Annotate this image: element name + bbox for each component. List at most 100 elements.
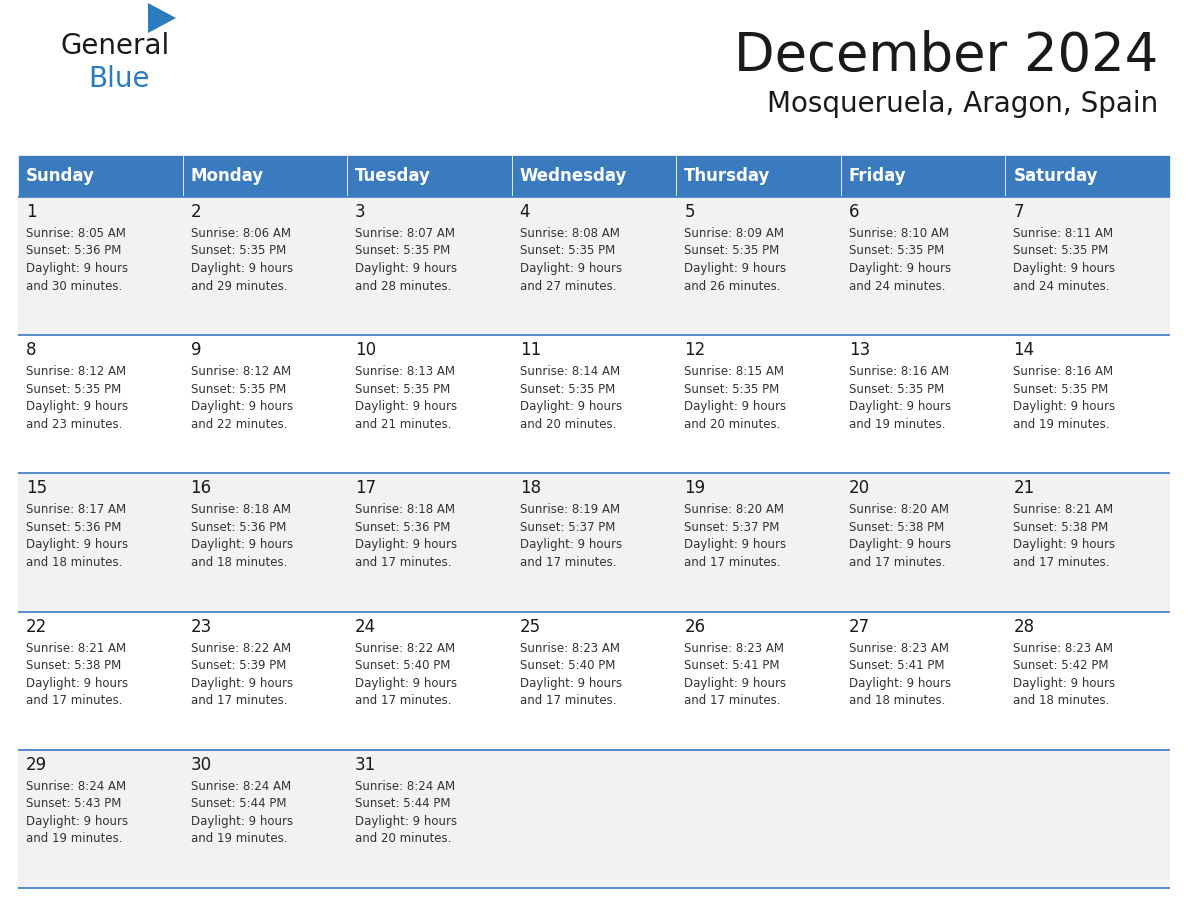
Bar <box>1005 750 1170 888</box>
Bar <box>183 611 347 750</box>
Text: Sunday: Sunday <box>26 167 95 185</box>
Text: Sunset: 5:35 PM: Sunset: 5:35 PM <box>1013 244 1108 258</box>
Bar <box>347 335 512 474</box>
Text: 16: 16 <box>190 479 211 498</box>
Text: Sunset: 5:36 PM: Sunset: 5:36 PM <box>26 244 121 258</box>
Text: 3: 3 <box>355 203 366 221</box>
Text: Daylight: 9 hours: Daylight: 9 hours <box>355 262 457 275</box>
Text: and 22 minutes.: and 22 minutes. <box>190 418 287 431</box>
Text: and 20 minutes.: and 20 minutes. <box>519 418 617 431</box>
Bar <box>512 611 676 750</box>
Text: Daylight: 9 hours: Daylight: 9 hours <box>26 815 128 828</box>
Text: Daylight: 9 hours: Daylight: 9 hours <box>355 538 457 552</box>
Text: Sunrise: 8:11 AM: Sunrise: 8:11 AM <box>1013 227 1113 240</box>
Text: Daylight: 9 hours: Daylight: 9 hours <box>1013 262 1116 275</box>
Text: Sunset: 5:35 PM: Sunset: 5:35 PM <box>519 383 615 396</box>
Text: 29: 29 <box>26 756 48 774</box>
Text: Sunrise: 8:18 AM: Sunrise: 8:18 AM <box>355 503 455 517</box>
Text: and 17 minutes.: and 17 minutes. <box>355 694 451 707</box>
Bar <box>841 335 1005 474</box>
Bar <box>18 611 183 750</box>
Text: and 18 minutes.: and 18 minutes. <box>26 556 122 569</box>
Text: Sunrise: 8:12 AM: Sunrise: 8:12 AM <box>26 365 126 378</box>
Text: 6: 6 <box>849 203 859 221</box>
Bar <box>347 611 512 750</box>
Bar <box>676 611 841 750</box>
Polygon shape <box>148 3 176 33</box>
Bar <box>512 197 676 335</box>
Text: and 21 minutes.: and 21 minutes. <box>355 418 451 431</box>
Bar <box>676 197 841 335</box>
Text: Sunrise: 8:19 AM: Sunrise: 8:19 AM <box>519 503 620 517</box>
Text: Sunset: 5:37 PM: Sunset: 5:37 PM <box>519 521 615 534</box>
Bar <box>841 155 1005 197</box>
Text: Sunset: 5:41 PM: Sunset: 5:41 PM <box>849 659 944 672</box>
Text: Sunset: 5:42 PM: Sunset: 5:42 PM <box>1013 659 1108 672</box>
Text: and 19 minutes.: and 19 minutes. <box>849 418 946 431</box>
Text: and 19 minutes.: and 19 minutes. <box>26 833 122 845</box>
Text: Daylight: 9 hours: Daylight: 9 hours <box>684 677 786 689</box>
Text: Sunset: 5:35 PM: Sunset: 5:35 PM <box>355 383 450 396</box>
Bar <box>183 155 347 197</box>
Bar <box>1005 197 1170 335</box>
Text: Sunset: 5:44 PM: Sunset: 5:44 PM <box>190 798 286 811</box>
Text: Sunrise: 8:20 AM: Sunrise: 8:20 AM <box>849 503 949 517</box>
Text: Sunrise: 8:21 AM: Sunrise: 8:21 AM <box>26 642 126 655</box>
Bar <box>676 335 841 474</box>
Text: Sunrise: 8:06 AM: Sunrise: 8:06 AM <box>190 227 291 240</box>
Text: 15: 15 <box>26 479 48 498</box>
Text: Sunset: 5:39 PM: Sunset: 5:39 PM <box>190 659 286 672</box>
Text: and 18 minutes.: and 18 minutes. <box>849 694 946 707</box>
Text: Sunrise: 8:10 AM: Sunrise: 8:10 AM <box>849 227 949 240</box>
Text: Saturday: Saturday <box>1013 167 1098 185</box>
Text: and 17 minutes.: and 17 minutes. <box>26 694 122 707</box>
Text: 5: 5 <box>684 203 695 221</box>
Text: 11: 11 <box>519 341 541 359</box>
Text: Daylight: 9 hours: Daylight: 9 hours <box>519 400 621 413</box>
Text: Sunrise: 8:23 AM: Sunrise: 8:23 AM <box>684 642 784 655</box>
Text: and 18 minutes.: and 18 minutes. <box>1013 694 1110 707</box>
Text: 12: 12 <box>684 341 706 359</box>
Text: and 24 minutes.: and 24 minutes. <box>849 279 946 293</box>
Bar <box>18 197 183 335</box>
Text: Sunset: 5:36 PM: Sunset: 5:36 PM <box>190 521 286 534</box>
Bar <box>347 197 512 335</box>
Text: Daylight: 9 hours: Daylight: 9 hours <box>26 400 128 413</box>
Text: Sunset: 5:35 PM: Sunset: 5:35 PM <box>355 244 450 258</box>
Text: Daylight: 9 hours: Daylight: 9 hours <box>355 677 457 689</box>
Text: Sunrise: 8:16 AM: Sunrise: 8:16 AM <box>849 365 949 378</box>
Text: General: General <box>61 32 169 60</box>
Text: 31: 31 <box>355 756 377 774</box>
Text: Daylight: 9 hours: Daylight: 9 hours <box>26 538 128 552</box>
Text: Daylight: 9 hours: Daylight: 9 hours <box>519 677 621 689</box>
Text: and 19 minutes.: and 19 minutes. <box>1013 418 1110 431</box>
Text: Sunset: 5:40 PM: Sunset: 5:40 PM <box>355 659 450 672</box>
Text: Sunrise: 8:17 AM: Sunrise: 8:17 AM <box>26 503 126 517</box>
Text: and 29 minutes.: and 29 minutes. <box>190 279 287 293</box>
Text: and 20 minutes.: and 20 minutes. <box>684 418 781 431</box>
Text: Sunrise: 8:13 AM: Sunrise: 8:13 AM <box>355 365 455 378</box>
Text: 19: 19 <box>684 479 706 498</box>
Bar <box>183 335 347 474</box>
Bar <box>676 155 841 197</box>
Bar <box>183 197 347 335</box>
Text: Sunset: 5:41 PM: Sunset: 5:41 PM <box>684 659 779 672</box>
Bar <box>347 474 512 611</box>
Text: Sunrise: 8:16 AM: Sunrise: 8:16 AM <box>1013 365 1113 378</box>
Text: Daylight: 9 hours: Daylight: 9 hours <box>849 538 950 552</box>
Text: Sunset: 5:35 PM: Sunset: 5:35 PM <box>684 244 779 258</box>
Bar <box>676 474 841 611</box>
Text: Sunset: 5:38 PM: Sunset: 5:38 PM <box>26 659 121 672</box>
Text: and 24 minutes.: and 24 minutes. <box>1013 279 1110 293</box>
Text: Sunset: 5:36 PM: Sunset: 5:36 PM <box>26 521 121 534</box>
Text: Tuesday: Tuesday <box>355 167 431 185</box>
Text: Daylight: 9 hours: Daylight: 9 hours <box>684 262 786 275</box>
Text: and 23 minutes.: and 23 minutes. <box>26 418 122 431</box>
Text: Daylight: 9 hours: Daylight: 9 hours <box>355 400 457 413</box>
Text: December 2024: December 2024 <box>734 30 1158 82</box>
Text: 23: 23 <box>190 618 211 635</box>
Bar <box>841 197 1005 335</box>
Text: 17: 17 <box>355 479 377 498</box>
Text: Sunset: 5:35 PM: Sunset: 5:35 PM <box>1013 383 1108 396</box>
Text: Daylight: 9 hours: Daylight: 9 hours <box>1013 677 1116 689</box>
